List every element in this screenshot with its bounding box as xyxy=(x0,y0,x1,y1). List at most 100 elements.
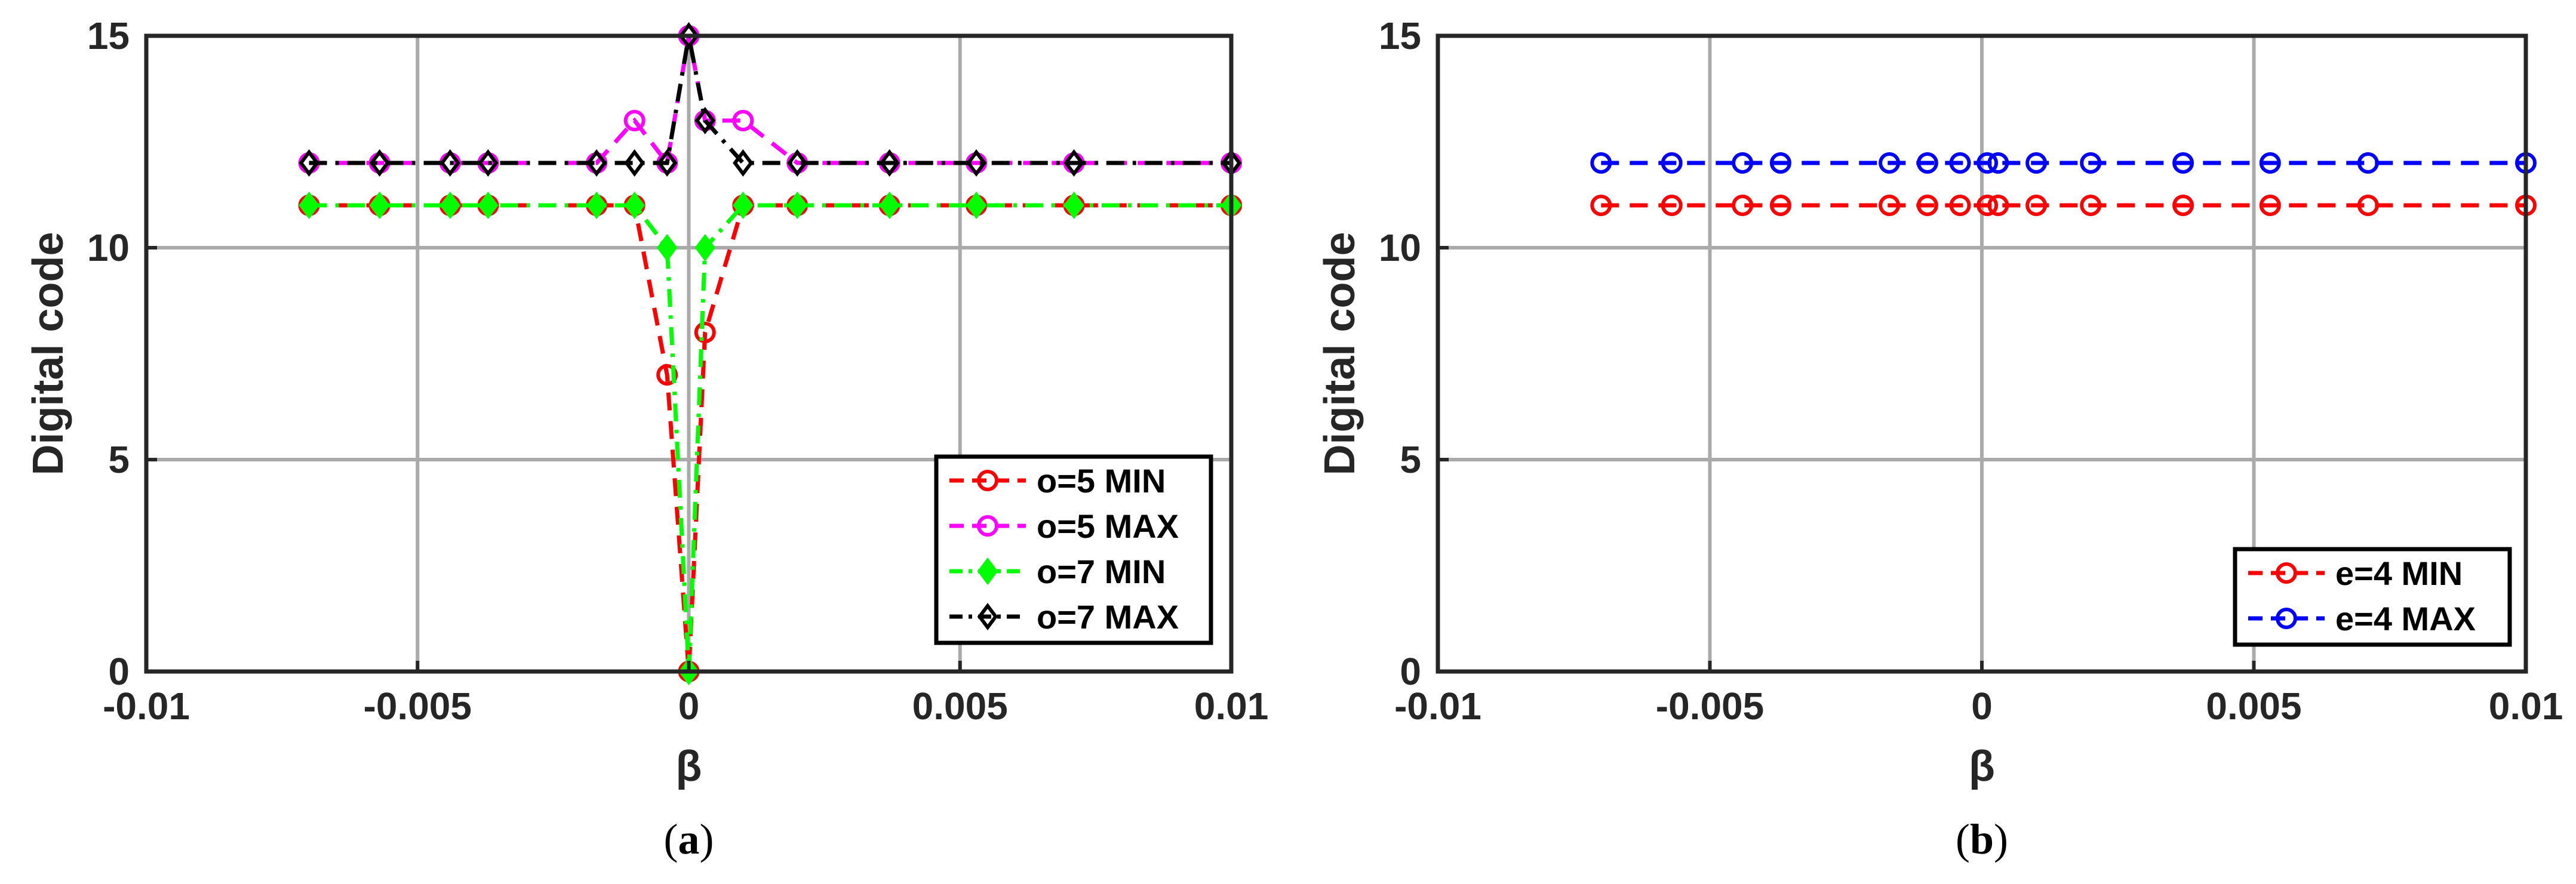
data-point xyxy=(2357,195,2379,216)
data-point xyxy=(2259,152,2281,174)
data-point xyxy=(439,149,461,177)
data-point xyxy=(1769,152,1791,174)
data-point xyxy=(786,192,808,219)
legend-label: o=7 MIN xyxy=(1037,553,1166,590)
legend-marker xyxy=(2276,608,2297,629)
data-point xyxy=(1063,149,1084,177)
data-point xyxy=(2172,152,2194,174)
x-tick-label: 0.01 xyxy=(2489,685,2563,728)
y-tick-label: 15 xyxy=(87,14,130,57)
data-point xyxy=(586,192,607,219)
data-point xyxy=(623,110,645,131)
data-point xyxy=(1879,152,1901,174)
data-point xyxy=(656,234,678,261)
data-point xyxy=(369,149,390,177)
legend-marker xyxy=(977,603,998,630)
y-tick-label: 15 xyxy=(1379,14,1421,57)
legend-label: o=5 MAX xyxy=(1037,507,1179,545)
data-point xyxy=(656,149,678,177)
data-point xyxy=(1590,195,1612,216)
data-point xyxy=(369,192,390,219)
y-tick-label: 10 xyxy=(87,226,130,269)
legend: e=4 MIN e=4 MAX xyxy=(2233,547,2512,647)
y-tick-label: 0 xyxy=(108,650,130,693)
data-point xyxy=(1063,192,1084,219)
data-point xyxy=(656,364,678,386)
legend-label: e=4 MIN xyxy=(2335,555,2463,592)
data-point xyxy=(1661,195,1683,216)
x-tick-label: -0.01 xyxy=(103,685,190,728)
y-tick-label: 5 xyxy=(1400,438,1421,481)
data-point xyxy=(1732,195,1754,216)
data-point xyxy=(586,149,607,177)
data-point xyxy=(678,22,699,50)
x-tick-label: 0 xyxy=(1971,685,1993,728)
y-tick-label: 5 xyxy=(108,438,130,481)
data-point xyxy=(1769,195,1791,216)
legend-label: e=4 MAX xyxy=(2335,600,2476,637)
data-point xyxy=(733,192,754,219)
y-axis-label: Digital code xyxy=(1316,232,1364,475)
legend-marker xyxy=(977,515,998,537)
data-point xyxy=(694,322,716,343)
legend-marker xyxy=(977,557,998,585)
data-point xyxy=(1916,195,1938,216)
panel-label: (b) xyxy=(1956,815,2008,863)
data-point xyxy=(2025,152,2048,174)
legend-label: o=7 MAX xyxy=(1037,598,1179,636)
legend-marker xyxy=(977,470,998,491)
data-point xyxy=(2357,152,2379,174)
data-point xyxy=(1661,152,1683,174)
data-point xyxy=(439,192,461,219)
data-point xyxy=(2080,195,2102,216)
data-point xyxy=(879,192,900,219)
data-point xyxy=(1590,152,1612,174)
data-point xyxy=(624,192,645,219)
data-point xyxy=(1916,152,1938,174)
chart-panel-a: -0.01 -0.005 0 0.005 0.01 0 5 10 15 β Digital code… xyxy=(24,14,1268,863)
data-point xyxy=(1987,152,2009,174)
data-point xyxy=(879,149,900,177)
x-tick-label: -0.005 xyxy=(1656,685,1764,728)
data-point xyxy=(478,149,499,177)
data-point xyxy=(2025,195,2048,216)
data-point xyxy=(299,192,319,219)
x-axis-label: β xyxy=(676,743,702,790)
data-point xyxy=(1732,152,1754,174)
data-point xyxy=(732,110,754,131)
data-point xyxy=(786,149,808,177)
legend: o=5 MIN o=5 MAX o=7 MIN o=7 MAX xyxy=(934,454,1213,645)
x-tick-label: 0.005 xyxy=(912,685,1008,728)
data-point xyxy=(1976,152,1999,174)
x-axis-label: β xyxy=(1969,743,1995,790)
x-tick-label: 0 xyxy=(678,685,700,728)
data-point xyxy=(478,192,499,219)
x-tick-label: 0.01 xyxy=(1194,685,1269,728)
x-tick-label: -0.005 xyxy=(364,685,472,728)
data-point xyxy=(1949,195,1971,216)
legend-label: o=5 MIN xyxy=(1037,462,1166,500)
data-point xyxy=(299,149,319,177)
data-point xyxy=(1949,152,1971,174)
panel-label-letter: a xyxy=(678,815,700,863)
data-point xyxy=(966,149,987,177)
data-point xyxy=(733,149,754,177)
data-point xyxy=(1879,195,1901,216)
data-point xyxy=(1987,195,2009,216)
data-point xyxy=(694,234,716,261)
panel-label: (a) xyxy=(664,815,714,863)
x-tick-label: -0.01 xyxy=(1394,685,1481,728)
x-tick-label: 0.005 xyxy=(2206,685,2301,728)
data-point xyxy=(966,192,987,219)
data-point xyxy=(694,107,716,134)
y-tick-label: 10 xyxy=(1379,226,1421,269)
data-point xyxy=(1976,195,1999,216)
data-point xyxy=(2080,152,2102,174)
data-point xyxy=(2172,195,2194,216)
legend-marker xyxy=(2276,562,2297,584)
y-tick-label: 0 xyxy=(1400,650,1421,693)
data-point xyxy=(624,149,645,177)
panel-label-letter: b xyxy=(1970,815,1994,863)
data-point xyxy=(2259,195,2281,216)
